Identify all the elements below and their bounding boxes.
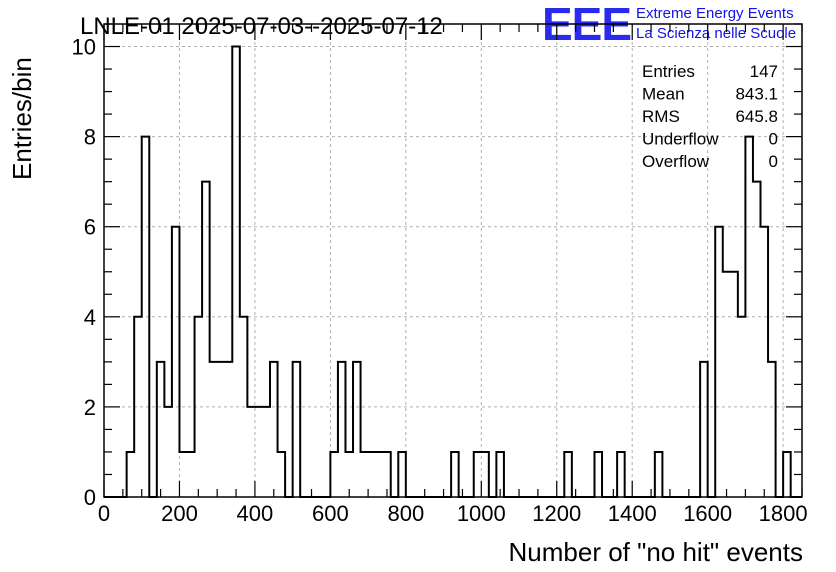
stat-value: 0 bbox=[769, 130, 778, 149]
x-tick-label: 600 bbox=[312, 501, 349, 526]
histogram-bin bbox=[202, 182, 210, 497]
histogram-bin bbox=[738, 317, 746, 497]
x-tick-label: 1400 bbox=[608, 501, 657, 526]
stat-value: 147 bbox=[750, 62, 778, 81]
histogram-bin bbox=[730, 272, 738, 497]
histogram-bin bbox=[172, 227, 180, 497]
histogram-bin bbox=[195, 317, 203, 497]
histogram-bin bbox=[262, 407, 270, 497]
histogram-bin bbox=[353, 362, 361, 497]
x-tick-label: 0 bbox=[98, 501, 110, 526]
x-tick-labels: 0 200 400 600 800 1000 1200 1400 1600 1800 bbox=[98, 501, 808, 526]
eee-logo: EEE Extreme Energy Events La Scienza nel… bbox=[542, 0, 796, 50]
x-tick-label: 1200 bbox=[532, 501, 581, 526]
logo-line-1: Extreme Energy Events bbox=[636, 5, 794, 22]
y-tick-label: 2 bbox=[84, 395, 96, 420]
x-axis-label: Number of "no hit" events bbox=[509, 537, 804, 567]
histogram-bin bbox=[247, 407, 255, 497]
histogram-bin bbox=[210, 362, 218, 497]
histogram-bin bbox=[700, 362, 708, 497]
x-tick-label: 1800 bbox=[759, 501, 808, 526]
y-tick-labels: 0 2 4 6 8 10 bbox=[72, 35, 96, 510]
histogram-bin bbox=[187, 452, 195, 497]
histogram-bin bbox=[474, 452, 482, 497]
histogram-bin bbox=[179, 452, 187, 497]
histogram-bin bbox=[232, 47, 240, 497]
histogram-bin bbox=[723, 272, 731, 497]
histogram-bin bbox=[783, 452, 791, 497]
stat-label: Overflow bbox=[642, 152, 710, 171]
stat-value: 843.1 bbox=[735, 85, 778, 104]
stats-box: Entries 147 Mean 843.1 RMS 645.8 Underflow 0 Ove… bbox=[642, 62, 778, 171]
histogram-bin bbox=[451, 452, 459, 497]
histogram-bin bbox=[617, 452, 625, 497]
x-tick-label: 1000 bbox=[457, 501, 506, 526]
histogram-bin bbox=[745, 137, 753, 497]
x-tick-label: 1600 bbox=[683, 501, 732, 526]
histogram-bin bbox=[368, 452, 376, 497]
x-tick-label: 800 bbox=[387, 501, 424, 526]
stat-label: Underflow bbox=[642, 130, 719, 149]
y-tick-label: 6 bbox=[84, 215, 96, 240]
y-tick-label: 8 bbox=[84, 125, 96, 150]
histogram-bin bbox=[768, 362, 776, 497]
grid-lines bbox=[104, 24, 802, 497]
stat-value: 0 bbox=[769, 152, 778, 171]
histogram-bin bbox=[481, 452, 489, 497]
y-tick-label: 10 bbox=[72, 35, 96, 60]
histogram-bin bbox=[564, 452, 572, 497]
logo-line-2: La Scienza nelle Scuole bbox=[636, 25, 796, 42]
chart-title: LNLE-01 2025-07-03--2025-07-12 bbox=[80, 13, 443, 40]
histogram-bin bbox=[157, 362, 165, 497]
x-tick-label: 200 bbox=[161, 501, 198, 526]
stat-label: Mean bbox=[642, 85, 685, 104]
histogram-bin bbox=[225, 362, 233, 497]
histogram-bin bbox=[361, 452, 369, 497]
histogram-bin bbox=[278, 452, 286, 497]
plot-frame bbox=[103, 23, 803, 498]
histogram-bin bbox=[715, 227, 723, 497]
histogram-bin bbox=[142, 137, 150, 497]
histogram-bin bbox=[164, 407, 172, 497]
histogram-bin bbox=[330, 452, 338, 497]
stat-value: 645.8 bbox=[735, 107, 778, 126]
histogram-bin bbox=[217, 362, 225, 497]
y-tick-label: 4 bbox=[84, 305, 96, 330]
logo-mark: EEE bbox=[542, 0, 631, 50]
histogram-bin bbox=[270, 362, 278, 497]
histogram-bin bbox=[376, 452, 384, 497]
stat-label: Entries bbox=[642, 62, 695, 81]
histogram-bin bbox=[293, 362, 301, 497]
histogram-bin bbox=[760, 227, 768, 497]
stat-label: RMS bbox=[642, 107, 680, 126]
histogram-bin bbox=[134, 317, 142, 497]
histogram-bin bbox=[338, 362, 346, 497]
y-tick-label: 0 bbox=[84, 485, 96, 510]
histogram-bin bbox=[655, 452, 663, 497]
histogram-bin bbox=[594, 452, 602, 497]
histogram-bin bbox=[753, 182, 761, 497]
y-axis-label: Entries/bin bbox=[7, 57, 37, 180]
histogram-bin bbox=[240, 317, 248, 497]
axis-ticks bbox=[103, 23, 803, 498]
x-tick-label: 400 bbox=[237, 501, 274, 526]
histogram-bin bbox=[398, 452, 406, 497]
histogram-bin bbox=[255, 407, 263, 497]
histogram-bin bbox=[127, 452, 135, 497]
